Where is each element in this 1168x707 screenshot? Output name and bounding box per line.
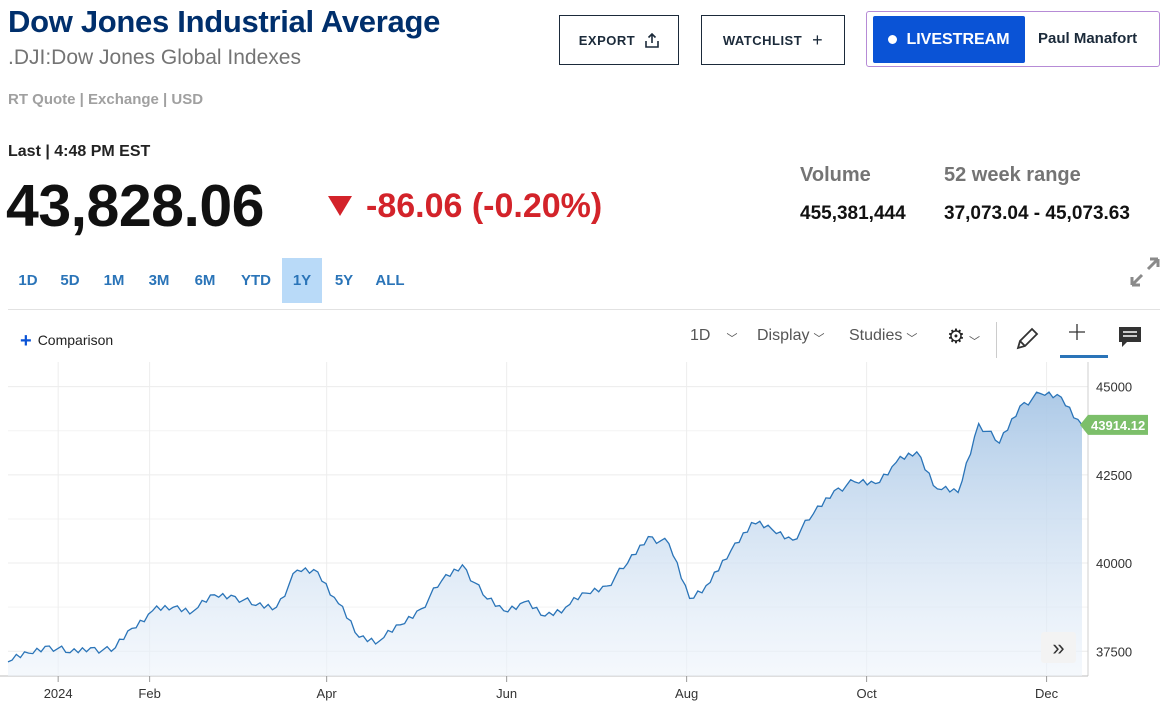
x-tick-label: Apr: [317, 686, 338, 701]
interval-dropdown[interactable]: 1D ﹀: [690, 327, 737, 346]
range-52w-label: 52 week range: [944, 164, 1081, 186]
price-area: [8, 392, 1082, 676]
double-chevron-right-icon[interactable]: »: [1041, 632, 1076, 663]
studies-dropdown[interactable]: Studies ﹀: [849, 327, 917, 346]
watchlist-label: WATCHLIST: [722, 32, 803, 48]
last-time-label: Last | 4:48 PM EST: [8, 143, 151, 160]
livestream-label: LIVESTREAM: [906, 30, 1010, 48]
comment-icon[interactable]: [1113, 322, 1147, 356]
last-value-tag: 43914.12: [1080, 414, 1148, 435]
section-divider: [8, 309, 1160, 310]
livestream-button[interactable]: LIVESTREAM: [873, 16, 1025, 63]
chevron-down-icon: ﹀: [813, 333, 825, 345]
expand-icon[interactable]: [1128, 255, 1162, 289]
range-5d[interactable]: 5D: [60, 272, 80, 289]
index-subtitle: .DJI:Dow Jones Global Indexes: [8, 46, 301, 69]
down-arrow-icon: [328, 196, 352, 216]
range-5y[interactable]: 5Y: [334, 272, 354, 289]
chevron-down-icon: ﹀: [906, 333, 918, 345]
chevron-down-icon: ﹀: [726, 333, 738, 345]
y-tick-label: 37500: [1096, 644, 1132, 659]
watchlist-button[interactable]: WATCHLIST +: [701, 15, 845, 65]
x-tick-label: 2024: [44, 686, 73, 701]
chevron-down-icon: ﹀: [968, 336, 980, 348]
range-ytd[interactable]: YTD: [241, 272, 271, 289]
settings-dropdown[interactable]: ⚙ ﹀: [947, 324, 980, 349]
live-dot-icon: [888, 35, 898, 44]
plus-icon: +: [812, 29, 824, 50]
comparison-label: Comparison: [37, 332, 114, 348]
pencil-icon[interactable]: [1010, 322, 1044, 356]
x-tick-label: Oct: [856, 686, 877, 701]
x-tick-label: Dec: [1035, 686, 1059, 701]
comparison-button[interactable]: + Comparison: [20, 330, 113, 353]
range-52w-value: 37,073.04 - 45,073.63: [944, 203, 1130, 224]
price-chart[interactable]: 45000 42500 40000 37500 2024 Feb Apr Jun Aug Oct…: [0, 362, 1168, 707]
y-axis: 45000 42500 40000 37500: [1096, 380, 1132, 660]
y-tick-label: 42500: [1096, 468, 1132, 483]
y-tick-label: 45000: [1096, 380, 1132, 395]
share-icon: [645, 32, 660, 48]
range-6m[interactable]: 6M: [194, 272, 216, 289]
range-1y[interactable]: 1Y: [282, 258, 322, 303]
price-change: -86.06 (-0.20%): [366, 187, 603, 225]
plus-icon: +: [20, 330, 32, 352]
export-button[interactable]: EXPORT: [559, 15, 679, 65]
volume-value: 455,381,444: [800, 203, 906, 224]
price-line: [7, 391, 1083, 663]
user-name-link[interactable]: Paul Manafort: [1038, 30, 1138, 47]
studies-label: Studies: [849, 327, 903, 344]
range-all[interactable]: ALL: [375, 272, 405, 289]
volume-label: Volume: [800, 164, 871, 186]
range-1m[interactable]: 1M: [103, 272, 125, 289]
y-tick-label: 40000: [1096, 556, 1132, 571]
quote-meta: RT Quote | Exchange | USD: [8, 91, 204, 108]
toolbar-separator: [996, 322, 997, 358]
range-1d[interactable]: 1D: [18, 272, 38, 289]
range-3m[interactable]: 3M: [148, 272, 170, 289]
display-dropdown[interactable]: Display ﹀: [757, 327, 824, 346]
last-value-tag-shape: [1080, 414, 1148, 435]
gear-icon: ⚙: [947, 326, 965, 348]
display-label: Display: [757, 327, 810, 344]
livestream-panel: LIVESTREAM Paul Manafort: [866, 11, 1160, 67]
interval-label: 1D: [690, 327, 711, 344]
last-price: 43,828.06: [6, 173, 264, 239]
x-tick-label: Jun: [496, 686, 517, 701]
page-title: Dow Jones Industrial Average: [8, 4, 441, 39]
x-axis: 2024 Feb Apr Jun Aug Oct Dec: [44, 676, 1059, 701]
x-tick-label: Feb: [138, 686, 160, 701]
crosshair-active-indicator: [1060, 355, 1108, 358]
crosshair-icon[interactable]: [1067, 322, 1101, 356]
export-label: EXPORT: [578, 32, 636, 48]
x-tick-label: Aug: [675, 686, 698, 701]
last-value-label: 43914.12: [1091, 418, 1145, 433]
